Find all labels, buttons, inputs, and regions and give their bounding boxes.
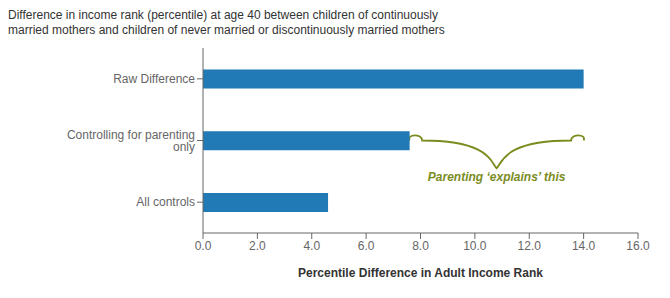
- svg-text:2.0: 2.0: [249, 239, 266, 253]
- svg-text:Parenting ‘explains’ this: Parenting ‘explains’ this: [428, 170, 566, 184]
- svg-text:Controlling for parentingonly: Controlling for parentingonly: [67, 128, 195, 154]
- svg-text:6.0: 6.0: [358, 239, 375, 253]
- svg-text:All controls: All controls: [136, 195, 195, 209]
- svg-text:12.0: 12.0: [518, 239, 542, 253]
- svg-text:8.0: 8.0: [412, 239, 429, 253]
- svg-text:Percentile Difference in Adult: Percentile Difference in Adult Income Ra…: [298, 266, 543, 280]
- svg-text:14.0: 14.0: [572, 239, 596, 253]
- svg-text:10.0: 10.0: [463, 239, 487, 253]
- svg-text:4.0: 4.0: [303, 239, 320, 253]
- html-text:Difference in income rank (per: Difference in income rank (percentile) a…: [8, 8, 438, 22]
- svg-text:Raw Difference: Raw Difference: [113, 72, 195, 86]
- svg-text:0.0: 0.0: [195, 239, 212, 253]
- svg-text:16.0: 16.0: [626, 239, 650, 253]
- html-text:married mothers and children o: married mothers and children of never ma…: [8, 23, 445, 37]
